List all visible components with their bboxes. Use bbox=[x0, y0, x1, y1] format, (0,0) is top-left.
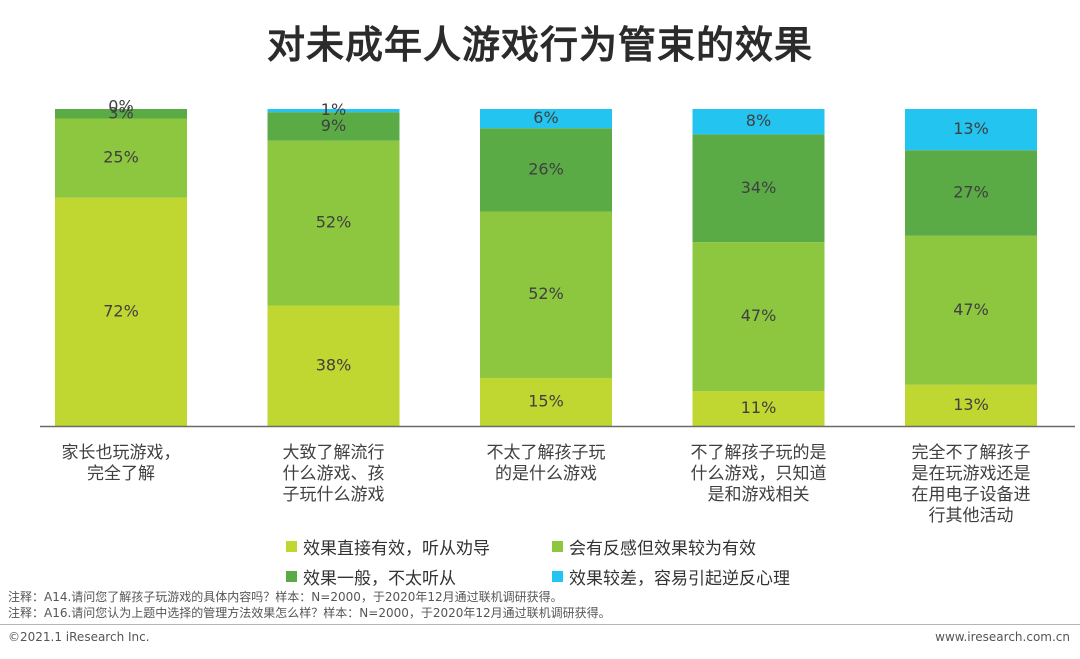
bar-segment-direct-effective-5 bbox=[905, 384, 1037, 426]
bar-segment-average-1 bbox=[55, 109, 187, 119]
value-label-direct-effective-2: 38% bbox=[316, 355, 352, 374]
value-label-average-5: 27% bbox=[953, 183, 989, 202]
value-label-average-3: 26% bbox=[528, 159, 564, 178]
bar-segment-resentful-effective-4 bbox=[692, 242, 825, 392]
value-label-poor-3: 6% bbox=[533, 108, 558, 127]
page-title: 对未成年人游戏行为管束的效果 bbox=[266, 23, 813, 67]
category-label-2: 大致了解流行什么游戏、孩子玩什么游戏 bbox=[283, 443, 385, 505]
bar-segment-resentful-effective-5 bbox=[905, 235, 1037, 385]
legend-swatch-direct-effective bbox=[286, 541, 297, 552]
bar-segment-average-3 bbox=[480, 128, 612, 212]
legend-label-average: 效果一般，不太听从 bbox=[303, 569, 456, 589]
category-label-4: 不了解孩子玩的是什么游戏，只知道是和游戏相关 bbox=[691, 443, 827, 505]
category-label-5: 完全不了解孩子是在玩游戏还是在用电子设备进行其他活动 bbox=[912, 443, 1031, 526]
value-label-resentful-effective-3: 52% bbox=[528, 284, 564, 303]
bar-segment-poor-5 bbox=[905, 109, 1037, 151]
value-label-poor-1: 0% bbox=[108, 97, 133, 116]
value-label-average-4: 34% bbox=[741, 178, 777, 197]
legend-label-poor: 效果较差，容易引起逆反心理 bbox=[569, 569, 790, 589]
legend-label-direct-effective: 效果直接有效，听从劝导 bbox=[303, 539, 490, 559]
bar-segment-direct-effective-3 bbox=[480, 377, 612, 426]
note-a16: 注释：A16.请问您认为上题中选择的管理方法效果怎么样？样本：N=2000，于2… bbox=[8, 606, 611, 620]
legend-item-direct-effective: 效果直接有效，听从劝导 bbox=[286, 534, 490, 559]
bar-segment-poor-3 bbox=[480, 109, 612, 129]
bar-segment-direct-effective-2 bbox=[267, 305, 400, 426]
value-label-direct-effective-5: 13% bbox=[953, 395, 989, 414]
legend-item-poor: 效果较差，容易引起逆反心理 bbox=[552, 564, 790, 589]
bar-segment-resentful-effective-1 bbox=[55, 118, 187, 198]
bar-segment-direct-effective-1 bbox=[55, 197, 187, 426]
value-label-direct-effective-4: 11% bbox=[741, 398, 777, 417]
category-label-3: 不太了解孩子玩的是什么游戏 bbox=[487, 443, 606, 484]
bar-segment-poor-4 bbox=[692, 109, 825, 135]
value-label-poor-5: 13% bbox=[953, 119, 989, 138]
footer-website: www.iresearch.com.cn bbox=[935, 630, 1070, 644]
legend-swatch-resentful-effective bbox=[552, 541, 563, 552]
category-label-1: 家长也玩游戏，完全了解 bbox=[62, 443, 181, 484]
value-label-resentful-effective-5: 47% bbox=[953, 300, 989, 319]
bar-segment-average-4 bbox=[692, 134, 825, 243]
bar-segment-resentful-effective-3 bbox=[480, 211, 612, 378]
value-label-resentful-effective-2: 52% bbox=[316, 213, 352, 232]
value-label-direct-effective-1: 72% bbox=[103, 301, 139, 320]
value-label-direct-effective-3: 15% bbox=[528, 391, 564, 410]
legend-item-average: 效果一般，不太听从 bbox=[286, 564, 456, 589]
value-label-poor-4: 8% bbox=[746, 111, 771, 130]
value-label-poor-2: 1% bbox=[321, 100, 346, 119]
footer-copyright: ©2021.1 iResearch Inc. bbox=[8, 630, 150, 644]
bar-segment-direct-effective-4 bbox=[692, 391, 825, 426]
bar-segment-resentful-effective-2 bbox=[267, 140, 400, 306]
legend-label-resentful-effective: 会有反感但效果较为有效 bbox=[569, 539, 756, 559]
value-label-resentful-effective-4: 47% bbox=[741, 306, 777, 325]
legend-swatch-poor bbox=[552, 571, 563, 582]
bar-segment-average-5 bbox=[905, 150, 1037, 236]
bar-segment-average-2 bbox=[267, 112, 400, 141]
bar-segment-poor-2 bbox=[267, 109, 400, 113]
footer-divider bbox=[0, 624, 1080, 625]
legend-item-resentful-effective: 会有反感但效果较为有效 bbox=[552, 534, 756, 559]
legend-swatch-average bbox=[286, 571, 297, 582]
note-a14: 注释：A14.请问您了解孩子玩游戏的具体内容吗？样本：N=2000，于2020年… bbox=[8, 590, 563, 604]
value-label-average-1: 3% bbox=[108, 103, 133, 122]
stacked-bar-chart: 72% 25% 3%0% 家长也玩游戏，完全了解 38% 52% 9%1% 大致了解流行什么游… bbox=[40, 97, 1075, 526]
value-label-resentful-effective-1: 25% bbox=[103, 148, 139, 167]
value-label-average-2: 9% bbox=[321, 116, 346, 135]
